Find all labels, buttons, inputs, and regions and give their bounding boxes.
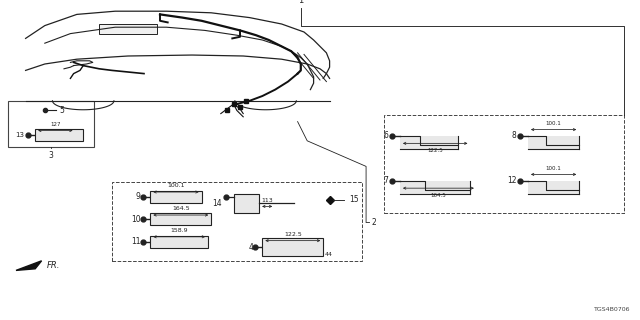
Bar: [400, 181, 470, 194]
Bar: [384, 115, 624, 213]
Text: FR.: FR.: [47, 261, 60, 270]
Text: 4: 4: [248, 243, 253, 252]
Text: 11: 11: [131, 237, 141, 246]
Bar: [234, 194, 259, 213]
Text: 100.1: 100.1: [167, 183, 185, 188]
Text: 13: 13: [15, 132, 24, 138]
Text: 44: 44: [325, 252, 333, 257]
Text: 7: 7: [383, 176, 388, 185]
Text: 122.5: 122.5: [284, 232, 301, 237]
Text: 113: 113: [261, 197, 273, 203]
Text: 6: 6: [383, 132, 388, 140]
Bar: [35, 129, 83, 141]
Text: 8: 8: [512, 132, 516, 140]
Bar: [150, 213, 211, 225]
Bar: [150, 236, 208, 248]
Text: 9: 9: [136, 192, 141, 201]
Text: 100.1: 100.1: [546, 165, 561, 171]
Text: 122.5: 122.5: [428, 148, 443, 153]
Bar: [528, 181, 579, 194]
Text: 2: 2: [371, 218, 376, 227]
Text: 15: 15: [349, 196, 358, 204]
Bar: [99, 24, 157, 34]
Text: 10: 10: [131, 215, 141, 224]
Text: 164.5: 164.5: [172, 206, 189, 211]
Bar: [400, 136, 458, 149]
Text: 127: 127: [50, 122, 61, 127]
Text: 5: 5: [59, 106, 64, 115]
Bar: [262, 238, 323, 256]
Bar: [528, 136, 579, 149]
Text: 164.5: 164.5: [431, 193, 446, 198]
Text: 158.9: 158.9: [170, 228, 188, 233]
Text: 3: 3: [48, 151, 53, 160]
Text: 1: 1: [298, 0, 303, 5]
Polygon shape: [16, 261, 42, 270]
Text: 12: 12: [507, 176, 516, 185]
Text: 100.1: 100.1: [546, 121, 561, 126]
Bar: [8, 101, 94, 147]
Bar: [112, 182, 362, 261]
Bar: [150, 191, 202, 203]
Text: 14: 14: [212, 199, 222, 208]
Text: TGS4B0706: TGS4B0706: [594, 307, 630, 312]
